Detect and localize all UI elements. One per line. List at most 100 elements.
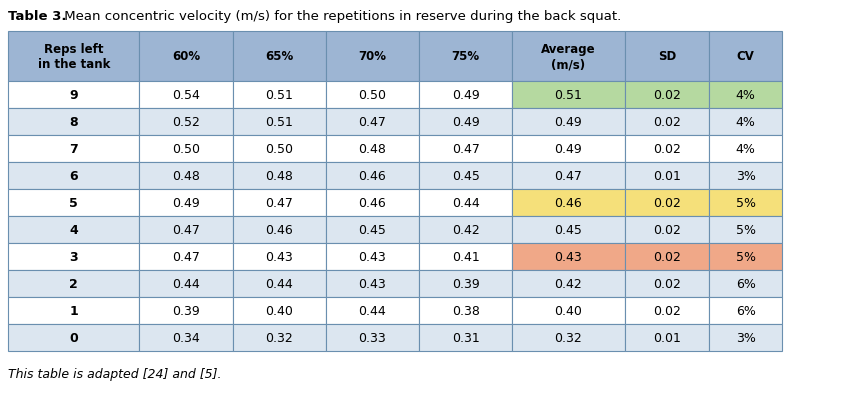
- Bar: [625, 109, 710, 136]
- Text: 0.42: 0.42: [555, 277, 582, 290]
- Text: 6%: 6%: [735, 304, 756, 317]
- Bar: [625, 243, 710, 270]
- Text: 6%: 6%: [735, 277, 756, 290]
- Bar: [710, 324, 782, 351]
- Text: 0.50: 0.50: [358, 89, 386, 102]
- Bar: [140, 297, 232, 324]
- Text: 0.47: 0.47: [266, 196, 293, 209]
- Bar: [232, 109, 326, 136]
- Text: 0.47: 0.47: [358, 116, 386, 129]
- Bar: [512, 243, 625, 270]
- Text: 0.47: 0.47: [172, 250, 200, 263]
- Text: 0.45: 0.45: [358, 224, 386, 237]
- Text: 1: 1: [69, 304, 78, 317]
- Bar: [419, 136, 512, 162]
- Text: 0.48: 0.48: [266, 170, 293, 183]
- Text: 0.50: 0.50: [266, 143, 294, 156]
- Bar: [710, 216, 782, 243]
- Text: 7: 7: [69, 143, 78, 156]
- Text: 0.47: 0.47: [452, 143, 479, 156]
- Text: 0.02: 0.02: [653, 277, 681, 290]
- Bar: [326, 109, 419, 136]
- Bar: [232, 270, 326, 297]
- Bar: [710, 136, 782, 162]
- Bar: [710, 297, 782, 324]
- Text: 0.49: 0.49: [172, 196, 200, 209]
- Text: 0.48: 0.48: [358, 143, 386, 156]
- Text: 9: 9: [70, 89, 78, 102]
- Text: Table 3.: Table 3.: [8, 10, 66, 23]
- Text: 0.46: 0.46: [358, 196, 386, 209]
- Text: 0.46: 0.46: [358, 170, 386, 183]
- Bar: [419, 162, 512, 190]
- Bar: [140, 109, 232, 136]
- Text: 0.52: 0.52: [172, 116, 200, 129]
- Bar: [326, 216, 419, 243]
- Text: This table is adapted [24] and [5].: This table is adapted [24] and [5].: [8, 367, 221, 380]
- Text: 0.50: 0.50: [172, 143, 200, 156]
- Text: 75%: 75%: [452, 50, 480, 63]
- Bar: [419, 82, 512, 109]
- Text: 0.44: 0.44: [358, 304, 386, 317]
- Text: 0.46: 0.46: [555, 196, 582, 209]
- Bar: [8, 190, 140, 216]
- Bar: [419, 32, 512, 82]
- Bar: [419, 324, 512, 351]
- Bar: [710, 162, 782, 190]
- Bar: [232, 82, 326, 109]
- Text: 0.39: 0.39: [452, 277, 479, 290]
- Text: 0.44: 0.44: [452, 196, 479, 209]
- Bar: [419, 190, 512, 216]
- Text: 0.02: 0.02: [653, 143, 681, 156]
- Bar: [326, 136, 419, 162]
- Bar: [710, 270, 782, 297]
- Text: 0.01: 0.01: [653, 331, 681, 344]
- Text: 8: 8: [70, 116, 78, 129]
- Bar: [419, 270, 512, 297]
- Bar: [625, 270, 710, 297]
- Text: 5%: 5%: [735, 250, 756, 263]
- Text: 0.39: 0.39: [172, 304, 200, 317]
- Text: 0.51: 0.51: [266, 116, 293, 129]
- Text: 0.40: 0.40: [266, 304, 293, 317]
- Text: 0.44: 0.44: [266, 277, 293, 290]
- Bar: [140, 324, 232, 351]
- Text: 5%: 5%: [735, 224, 756, 237]
- Text: 0.02: 0.02: [653, 250, 681, 263]
- Bar: [419, 216, 512, 243]
- Text: 5: 5: [69, 196, 78, 209]
- Text: 0.49: 0.49: [555, 116, 582, 129]
- Bar: [710, 32, 782, 82]
- Text: 0.02: 0.02: [653, 304, 681, 317]
- Bar: [625, 216, 710, 243]
- Bar: [419, 109, 512, 136]
- Bar: [512, 32, 625, 82]
- Text: 0.02: 0.02: [653, 196, 681, 209]
- Text: 3%: 3%: [735, 170, 756, 183]
- Bar: [140, 216, 232, 243]
- Text: 0.40: 0.40: [554, 304, 582, 317]
- Bar: [8, 82, 140, 109]
- Text: 0.01: 0.01: [653, 170, 681, 183]
- Bar: [326, 32, 419, 82]
- Text: 0.43: 0.43: [358, 250, 386, 263]
- Text: 0.43: 0.43: [358, 277, 386, 290]
- Bar: [8, 297, 140, 324]
- Text: 6: 6: [70, 170, 78, 183]
- Text: 5%: 5%: [735, 196, 756, 209]
- Text: 0.49: 0.49: [452, 116, 479, 129]
- Text: 0.02: 0.02: [653, 116, 681, 129]
- Text: 4%: 4%: [735, 116, 756, 129]
- Text: 0.46: 0.46: [266, 224, 293, 237]
- Bar: [710, 190, 782, 216]
- Text: 0.51: 0.51: [554, 89, 582, 102]
- Bar: [8, 270, 140, 297]
- Bar: [326, 297, 419, 324]
- Bar: [419, 243, 512, 270]
- Bar: [232, 32, 326, 82]
- Bar: [326, 243, 419, 270]
- Bar: [512, 297, 625, 324]
- Text: 0.47: 0.47: [554, 170, 582, 183]
- Bar: [625, 324, 710, 351]
- Text: 0.02: 0.02: [653, 89, 681, 102]
